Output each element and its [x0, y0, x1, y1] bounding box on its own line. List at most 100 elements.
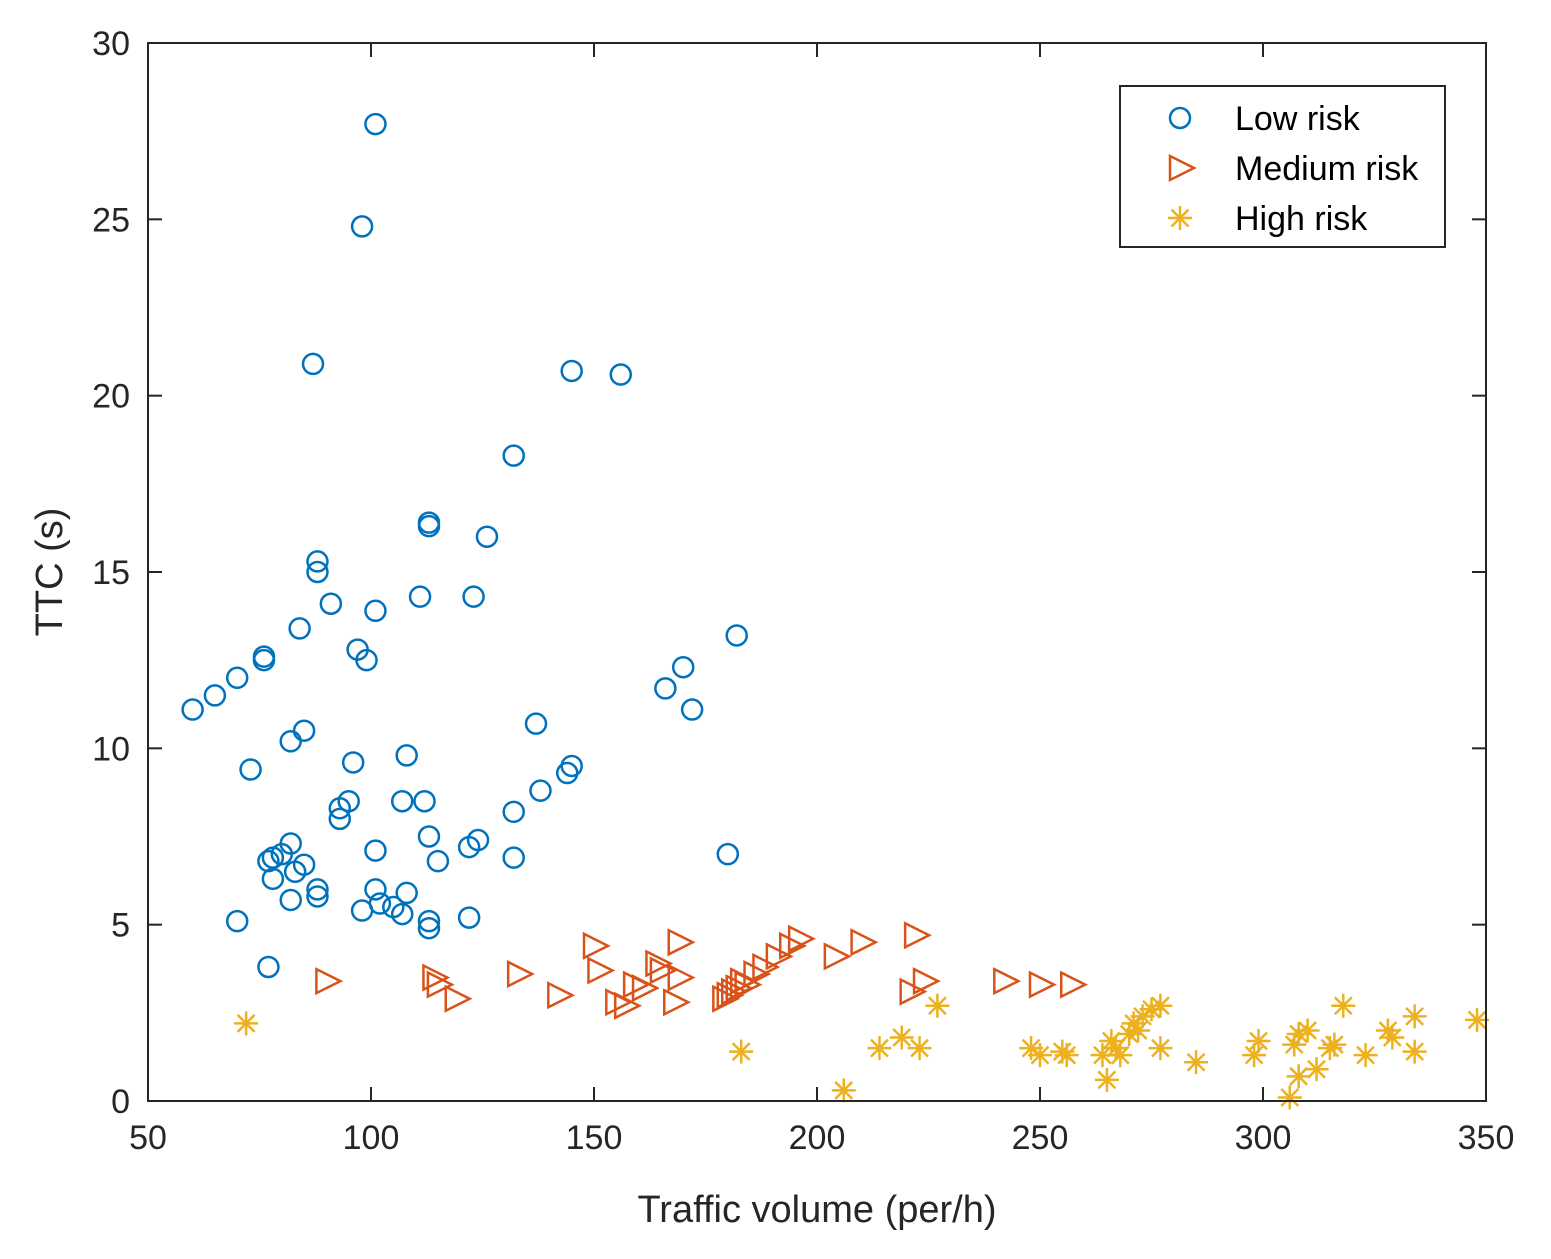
legend-label-high-risk: High risk	[1235, 200, 1368, 238]
point-low-risk-65	[225, 909, 249, 933]
point-high-risk-34	[1331, 993, 1356, 1018]
legend-marker-medium-risk	[1168, 153, 1197, 183]
point-medium-risk-22	[734, 970, 763, 999]
point-low-risk-45	[364, 839, 387, 862]
point-low-risk-24	[671, 655, 695, 679]
x-tick-label: 350	[1458, 1119, 1515, 1157]
point-low-risk-16	[725, 624, 748, 647]
point-high-risk-4	[889, 1025, 914, 1050]
point-high-risk-21	[1148, 993, 1173, 1018]
point-low-risk-40	[502, 800, 525, 824]
y-tick-label: 10	[92, 730, 130, 768]
series-medium-risk	[315, 921, 1089, 1020]
point-medium-risk-32	[912, 967, 941, 996]
point-high-risk-8	[1028, 1043, 1052, 1068]
point-high-risk-40	[1465, 1007, 1490, 1032]
point-high-risk-25	[1246, 1029, 1271, 1054]
y-tick-label: 5	[111, 907, 130, 945]
point-medium-risk-33	[993, 967, 1022, 996]
point-medium-risk-7	[587, 956, 616, 985]
point-low-risk-7	[417, 514, 441, 538]
point-medium-risk-30	[903, 921, 932, 950]
point-low-risk-12	[364, 599, 387, 623]
point-medium-risk-26	[778, 931, 808, 960]
point-low-risk-37	[328, 797, 352, 820]
point-low-risk-51	[426, 849, 450, 873]
point-low-risk-64	[350, 899, 374, 922]
legend-label-low-risk: Low risk	[1235, 100, 1361, 138]
point-high-risk-13	[1099, 1029, 1124, 1054]
point-low-risk-23	[181, 698, 204, 721]
point-low-risk-11	[319, 592, 343, 615]
point-low-risk-5	[502, 444, 525, 467]
point-high-risk-38	[1402, 1004, 1427, 1029]
tick-layer: 50 100 150 200 250 300 350 0 5 10 15 20 25 30	[92, 25, 1514, 1157]
point-low-risk-59	[364, 878, 387, 901]
point-low-risk-4	[609, 363, 633, 386]
y-tick-label: 30	[92, 25, 130, 63]
series-low-risk	[181, 112, 748, 979]
legend-label-medium-risk: Medium risk	[1235, 150, 1419, 188]
point-high-risk-23	[1184, 1050, 1209, 1075]
marker-layer	[181, 112, 1490, 1110]
point-low-risk-9	[306, 550, 329, 573]
point-low-risk-55	[261, 867, 285, 891]
point-low-risk-66	[417, 909, 441, 933]
point-low-risk-69	[257, 955, 280, 979]
y-axis-title: TTC (s)	[29, 508, 71, 637]
y-tick-label: 25	[92, 201, 130, 239]
series-high-risk	[234, 993, 1490, 1110]
point-medium-risk-2	[426, 970, 455, 999]
point-high-risk-6	[925, 993, 950, 1018]
point-high-risk-1	[729, 1039, 754, 1064]
point-medium-risk-25	[765, 942, 794, 971]
point-medium-risk-27	[787, 924, 816, 953]
point-medium-risk-28	[823, 942, 852, 971]
point-low-risk-54	[283, 860, 307, 884]
point-medium-risk-23	[743, 960, 772, 989]
point-low-risk-38	[390, 789, 414, 813]
point-low-risk-63	[390, 902, 414, 926]
point-low-risk-21	[225, 666, 249, 690]
point-low-risk-44	[457, 835, 481, 859]
point-medium-risk-11	[631, 974, 660, 1003]
point-low-risk-52	[502, 846, 525, 869]
point-medium-risk-14	[667, 928, 696, 957]
point-low-risk-30	[395, 744, 418, 767]
point-low-risk-31	[341, 751, 365, 774]
point-low-risk-42	[417, 825, 441, 848]
point-medium-risk-13	[649, 956, 678, 985]
point-low-risk-15	[288, 617, 311, 640]
point-medium-risk-31	[899, 977, 928, 1006]
point-low-risk-41	[328, 807, 352, 831]
point-high-risk-26	[1277, 1085, 1302, 1110]
y-tick-label: 0	[111, 1083, 130, 1121]
point-low-risk-25	[654, 677, 677, 700]
x-tick-label: 150	[566, 1119, 623, 1157]
x-tick-label: 50	[129, 1119, 167, 1157]
point-medium-risk-3	[444, 984, 473, 1013]
point-medium-risk-35	[1059, 970, 1089, 999]
point-low-risk-60	[395, 881, 418, 905]
x-tick-label: 100	[343, 1119, 400, 1157]
point-medium-risk-16	[663, 988, 692, 1017]
point-medium-risk-6	[582, 931, 611, 960]
legend-box	[1119, 85, 1446, 248]
point-high-risk-29	[1286, 1064, 1311, 1089]
point-medium-risk-9	[613, 991, 643, 1020]
x-tick-label: 250	[1012, 1119, 1069, 1157]
point-low-risk-57	[306, 885, 329, 908]
point-high-risk-15	[1108, 1043, 1133, 1068]
point-medium-risk-29	[850, 928, 879, 957]
point-low-risk-32	[239, 758, 262, 781]
point-low-risk-13	[408, 585, 432, 608]
point-low-risk-0	[364, 112, 387, 136]
point-medium-risk-12	[645, 949, 674, 978]
point-low-risk-56	[306, 878, 329, 901]
point-low-risk-53	[716, 842, 740, 866]
legend-items: Low risk Medium risk High risk	[1168, 100, 1419, 238]
point-low-risk-29	[279, 730, 302, 753]
point-high-risk-5	[907, 1036, 932, 1061]
point-low-risk-2	[301, 352, 325, 376]
